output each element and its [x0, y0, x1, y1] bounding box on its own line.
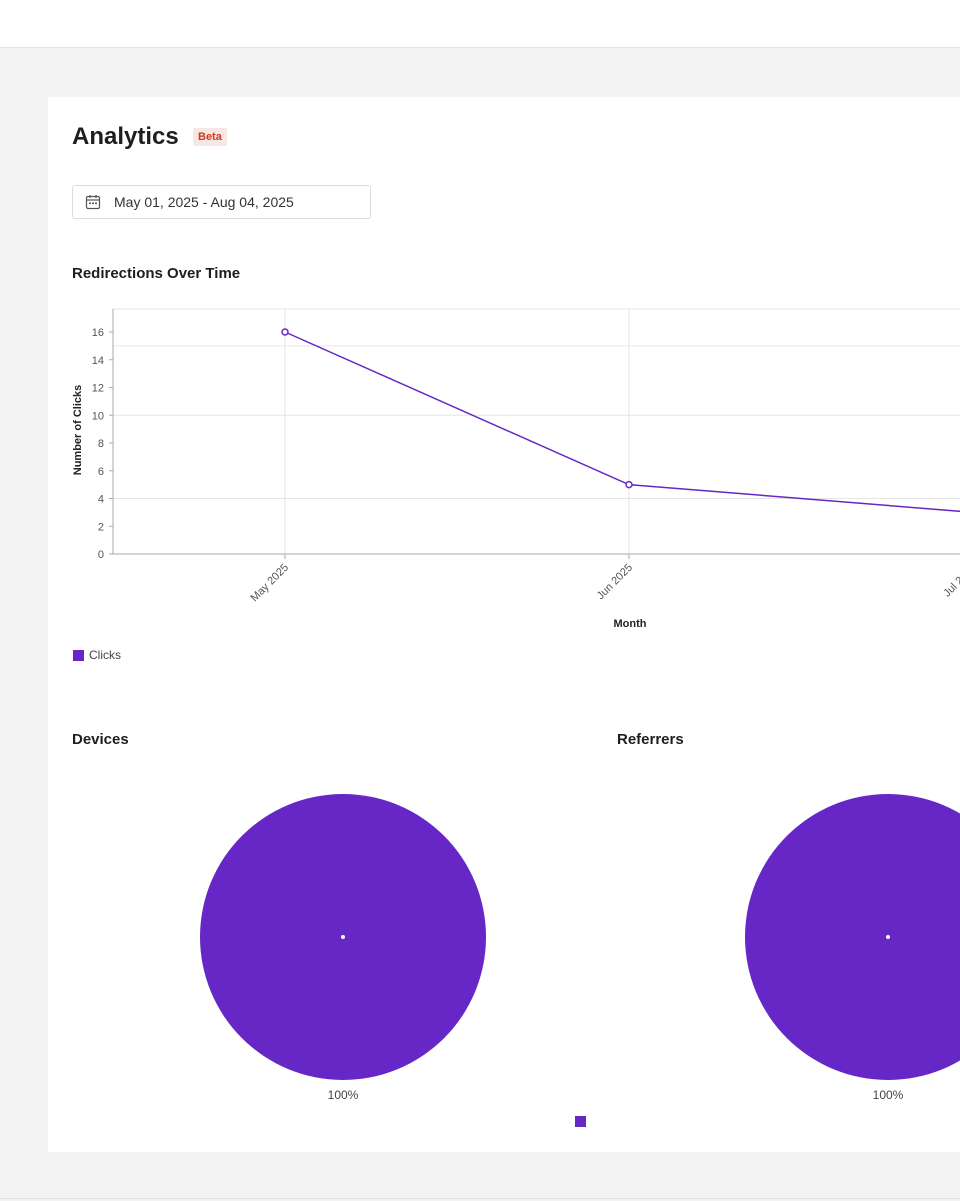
legend-swatch-clicks	[73, 650, 84, 661]
devices-title: Devices	[72, 731, 129, 748]
y-tick-label: 2	[98, 521, 104, 533]
x-tick-label: Jul 2025	[941, 562, 960, 600]
y-tick-label: 12	[92, 383, 104, 395]
pie-center-dot	[341, 935, 345, 939]
devices-pie-chart	[200, 794, 486, 1080]
chart-axes	[112, 309, 960, 555]
y-tick-label: 0	[98, 549, 104, 561]
devices-legend-swatch[interactable]	[575, 1116, 586, 1127]
referrers-pie-chart	[745, 794, 960, 1080]
y-tick-label: 14	[92, 355, 104, 367]
referrers-slice-label: 100%	[872, 1088, 904, 1102]
calendar-icon	[85, 195, 101, 210]
y-tick-label: 4	[98, 494, 104, 506]
bottom-divider	[0, 1198, 960, 1199]
data-point	[625, 480, 633, 489]
redirections-line-chart: 0 2 4 6 8 10 12 14 16 May 2025 Jun 2025 Jul 2025 N…	[72, 308, 960, 630]
referrers-pie-slice[interactable]	[745, 794, 960, 1080]
legend-label-clicks[interactable]: Clicks	[89, 648, 121, 662]
y-tick-labels: 0 2 4 6 8 10 12 14 16	[92, 327, 113, 561]
line-chart-title: Redirections Over Time	[72, 265, 241, 282]
y-tick-label: 10	[92, 410, 104, 422]
y-tick-label: 8	[98, 438, 104, 450]
x-axis-label: Month	[614, 618, 647, 630]
chart-grid	[113, 308, 960, 554]
data-point	[281, 328, 289, 336]
analytics-card: Analytics Beta May 01, 2025 - Aug 04, 20…	[48, 97, 960, 1152]
y-tick-label: 16	[92, 327, 104, 339]
page-title: Analytics	[72, 123, 179, 150]
date-range-picker[interactable]: May 01, 2025 - Aug 04, 2025	[72, 185, 371, 219]
pie-center-dot	[886, 935, 890, 939]
y-axis-label: Number of Clicks	[72, 385, 84, 475]
referrers-title: Referrers	[617, 731, 684, 748]
date-range-label: May 01, 2025 - Aug 04, 2025	[114, 194, 294, 210]
x-tick-label: Jun 2025	[595, 562, 635, 602]
series-points	[281, 328, 633, 489]
x-tick-label: May 2025	[248, 562, 291, 605]
top-bar	[0, 0, 960, 48]
series-line-clicks	[284, 331, 960, 513]
devices-slice-label: 100%	[327, 1088, 359, 1102]
beta-badge: Beta	[193, 128, 227, 146]
x-tick-labels: May 2025 Jun 2025 Jul 2025	[248, 554, 960, 604]
y-tick-label: 6	[98, 466, 104, 478]
